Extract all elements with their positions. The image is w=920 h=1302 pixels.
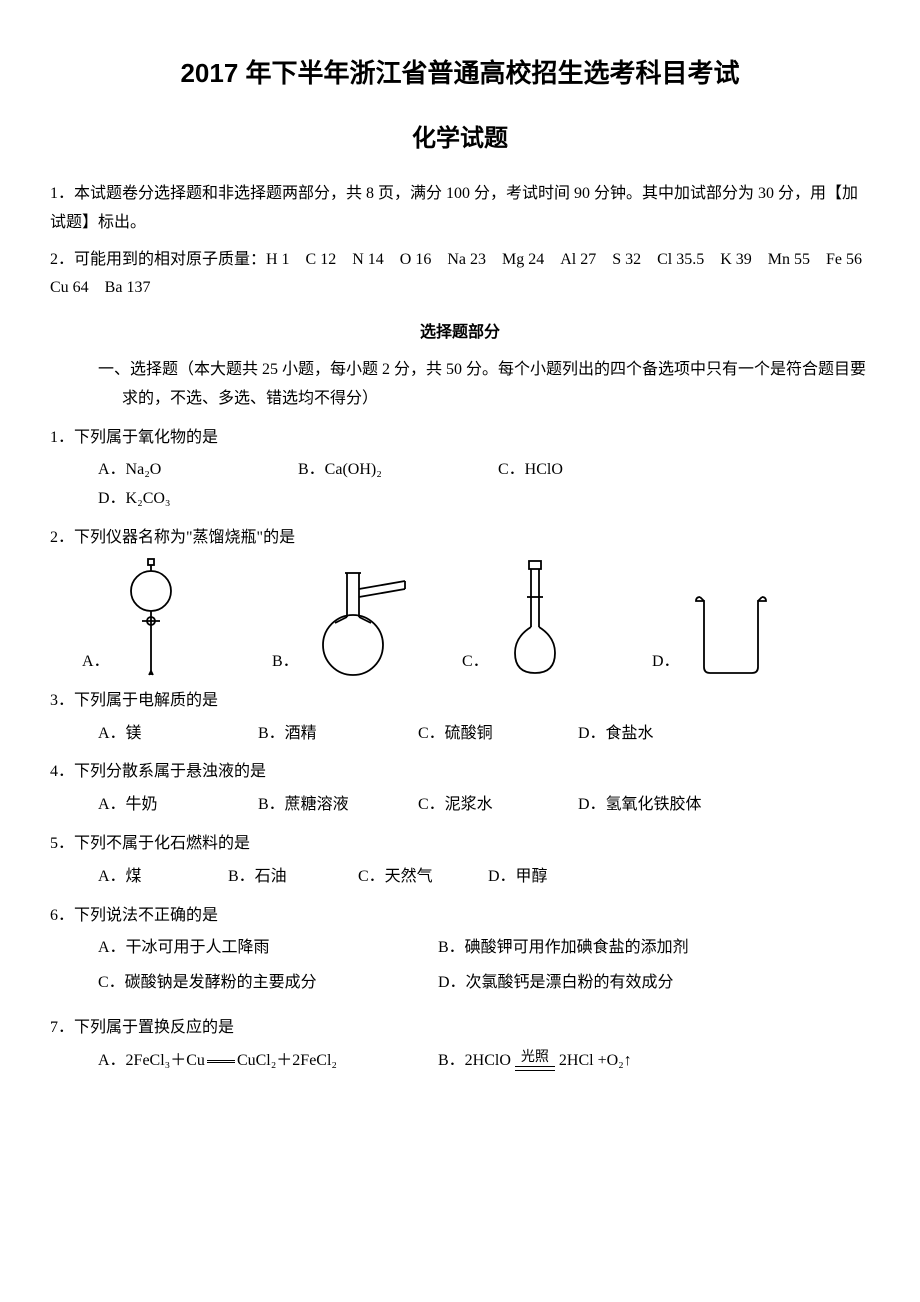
q6-option-c: C．碳酸钠是发酵粉的主要成分 bbox=[98, 969, 418, 998]
q2-c-label: C． bbox=[462, 648, 489, 677]
question-2-options: A． B． C． bbox=[50, 557, 870, 677]
q3-option-d: D．食盐水 bbox=[578, 720, 718, 749]
q3-option-a: A．镁 bbox=[98, 720, 238, 749]
page-title: 2017 年下半年浙江省普通高校招生选考科目考试 bbox=[50, 50, 870, 97]
volumetric-flask-icon bbox=[495, 557, 575, 677]
instruction-2: 2．可能用到的相对原子质量：H 1 C 12 N 14 O 16 Na 23 M… bbox=[50, 246, 870, 304]
question-2-stem: 2．下列仪器名称为"蒸馏烧瓶"的是 bbox=[50, 524, 870, 553]
q1-option-a: A．Na₂O bbox=[98, 456, 278, 485]
reaction-line-icon bbox=[515, 1066, 555, 1071]
page-subtitle: 化学试题 bbox=[50, 117, 870, 160]
q5-option-c: C．天然气 bbox=[358, 863, 468, 892]
q1-option-d: D．K₂CO₃ bbox=[98, 485, 278, 514]
q4-option-c: C．泥浆水 bbox=[418, 791, 558, 820]
question-5-stem: 5．下列不属于化石燃料的是 bbox=[50, 830, 870, 859]
q3-option-b: B．酒精 bbox=[258, 720, 398, 749]
question-4-stem: 4．下列分散系属于悬浊液的是 bbox=[50, 758, 870, 787]
section-description: 一、选择题（本大题共 25 小题，每小题 2 分，共 50 分。每个小题列出的四… bbox=[50, 356, 870, 414]
question-5-options: A．煤 B．石油 C．天然气 D．甲醇 bbox=[50, 863, 870, 892]
question-1-stem: 1．下列属于氧化物的是 bbox=[50, 424, 870, 453]
q7-b-condition: 光照 bbox=[515, 1050, 555, 1065]
distillation-flask-icon bbox=[305, 567, 425, 677]
separating-funnel-icon bbox=[116, 557, 186, 677]
q2-option-a: A． bbox=[82, 557, 262, 677]
instruction-1: 1．本试题卷分选择题和非选择题两部分，共 8 页，满分 100 分，考试时间 9… bbox=[50, 180, 870, 238]
q1-option-c: C．HClO bbox=[498, 456, 678, 485]
q7-option-b: B．2HClO 光照 2HCl +O₂↑ bbox=[438, 1047, 758, 1076]
q3-option-c: C．硫酸铜 bbox=[418, 720, 558, 749]
q7-a-post: CuCl₂＋2FeCl₂ bbox=[237, 1052, 337, 1069]
question-3-stem: 3．下列属于电解质的是 bbox=[50, 687, 870, 716]
q4-option-d: D．氢氧化铁胶体 bbox=[578, 791, 718, 820]
q7-b-pre: B．2HClO bbox=[438, 1052, 511, 1069]
q4-option-b: B．蔗糖溶液 bbox=[258, 791, 398, 820]
q2-option-d: D． bbox=[652, 587, 832, 677]
q2-option-b: B． bbox=[272, 567, 452, 677]
q4-option-a: A．牛奶 bbox=[98, 791, 238, 820]
q7-b-post: 2HCl +O₂↑ bbox=[559, 1052, 632, 1069]
q6-option-d: D．次氯酸钙是漂白粉的有效成分 bbox=[438, 969, 758, 998]
question-4-options: A．牛奶 B．蔗糖溶液 C．泥浆水 D．氢氧化铁胶体 bbox=[50, 791, 870, 820]
section-heading: 选择题部分 bbox=[50, 319, 870, 348]
q6-option-a: A．干冰可用于人工降雨 bbox=[98, 934, 418, 963]
reaction-equals-icon bbox=[207, 1060, 235, 1063]
q5-option-a: A．煤 bbox=[98, 863, 208, 892]
question-6-options: A．干冰可用于人工降雨 B．碘酸钾可用作加碘食盐的添加剂 C．碳酸钠是发酵粉的主… bbox=[50, 934, 870, 1004]
q5-option-d: D．甲醇 bbox=[488, 863, 598, 892]
q6-option-b: B．碘酸钾可用作加碘食盐的添加剂 bbox=[438, 934, 758, 963]
q7-option-a: A．2FeCl₃＋Cu CuCl₂＋2FeCl₂ bbox=[98, 1047, 418, 1076]
q1-option-b: B．Ca(OH)₂ bbox=[298, 456, 478, 485]
q7-a-pre: A．2FeCl₃＋Cu bbox=[98, 1052, 205, 1069]
q2-a-label: A． bbox=[82, 648, 110, 677]
q2-d-label: D． bbox=[652, 648, 680, 677]
beaker-icon bbox=[686, 587, 776, 677]
reaction-condition-icon: 光照 bbox=[515, 1050, 555, 1072]
question-7-options: A．2FeCl₃＋Cu CuCl₂＋2FeCl₂ B．2HClO 光照 2HCl … bbox=[50, 1047, 870, 1082]
question-1-options: A．Na₂O B．Ca(OH)₂ C．HClO D．K₂CO₃ bbox=[50, 456, 870, 514]
question-6-stem: 6．下列说法不正确的是 bbox=[50, 902, 870, 931]
q5-option-b: B．石油 bbox=[228, 863, 338, 892]
q2-option-c: C． bbox=[462, 557, 642, 677]
question-7-stem: 7．下列属于置换反应的是 bbox=[50, 1014, 870, 1043]
q2-b-label: B． bbox=[272, 648, 299, 677]
question-3-options: A．镁 B．酒精 C．硫酸铜 D．食盐水 bbox=[50, 720, 870, 749]
